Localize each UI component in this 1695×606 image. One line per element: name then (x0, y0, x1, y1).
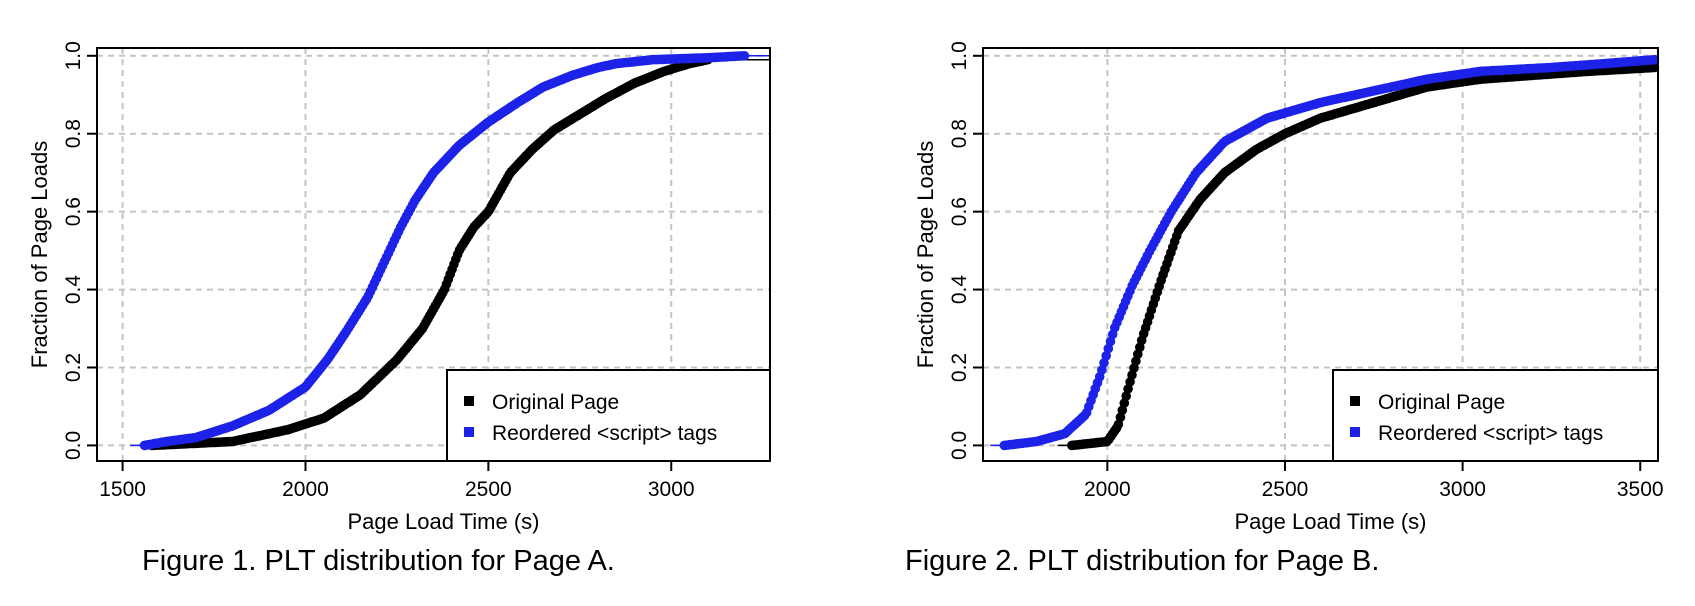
chart-2-plot: 2000 2500 3000 3500 0.0 0.2 0.4 0.6 0.8 1.0 Page L… (913, 41, 1664, 534)
series-reordered-script-tags (129, 51, 771, 451)
y-tick-label: 1.0 (948, 41, 971, 70)
legend-label: Original Page (1378, 391, 1505, 414)
legend: Original Page Reordered <script> tags (446, 369, 771, 462)
series-reordered-script-tags (990, 54, 1660, 451)
x-tick-label: 1500 (99, 478, 146, 501)
legend-swatch (464, 427, 474, 437)
plot-frame (96, 47, 771, 462)
x-tick-label: 2000 (1084, 478, 1131, 501)
y-tick-label: 0.8 (62, 119, 85, 148)
y-tick-label: 0.2 (948, 353, 971, 382)
y-tick-label: 0.0 (948, 431, 971, 460)
data-point (739, 51, 750, 61)
y-axis-label: Fraction of Page Loads (27, 141, 52, 368)
y-tick-label: 0.2 (62, 353, 85, 382)
legend: Original Page Reordered <script> tags (1332, 369, 1659, 462)
y-tick-label: 0.4 (62, 275, 85, 305)
legend-label: Reordered <script> tags (492, 422, 717, 445)
x-tick-label: 2500 (465, 478, 512, 501)
x-axis-label: Page Load Time (s) (1235, 509, 1427, 534)
x-axis-label: Page Load Time (s) (348, 509, 540, 534)
x-tick-label: 2000 (282, 478, 329, 501)
legend-label: Original Page (492, 391, 619, 414)
data-point (1101, 351, 1111, 361)
y-tick-label: 0.6 (62, 197, 85, 226)
x-tick-label: 3000 (648, 478, 695, 501)
legend-label: Reordered <script> tags (1378, 422, 1603, 445)
data-point (1649, 62, 1660, 73)
y-tick-label: 0.6 (948, 197, 971, 226)
figure-1-caption: Figure 1. PLT distribution for Page A. (142, 545, 615, 577)
plot-frame (982, 47, 1659, 462)
figure-2-caption: Figure 2. PLT distribution for Page B. (905, 545, 1380, 577)
y-tick-label: 0.0 (62, 431, 85, 460)
data-point (1649, 54, 1660, 65)
chart-1-plot: 1500 2000 2500 3000 0.0 0.2 0.4 0.6 0.8 1.0 Page L… (27, 41, 771, 534)
series-original-page (1057, 62, 1660, 451)
legend-box (446, 369, 771, 462)
x-tick-label: 2500 (1262, 478, 1309, 501)
legend-box (1332, 369, 1659, 462)
y-tick-label: 0.8 (948, 119, 971, 148)
legend-swatch (1350, 427, 1360, 437)
y-tick-label: 0.4 (948, 275, 971, 305)
legend-swatch (464, 396, 474, 406)
x-tick-label: 3500 (1617, 478, 1664, 501)
y-tick-label: 1.0 (62, 41, 85, 70)
x-tick-label: 3000 (1439, 478, 1486, 501)
y-axis-label: Fraction of Page Loads (913, 141, 938, 368)
legend-swatch (1350, 396, 1360, 406)
